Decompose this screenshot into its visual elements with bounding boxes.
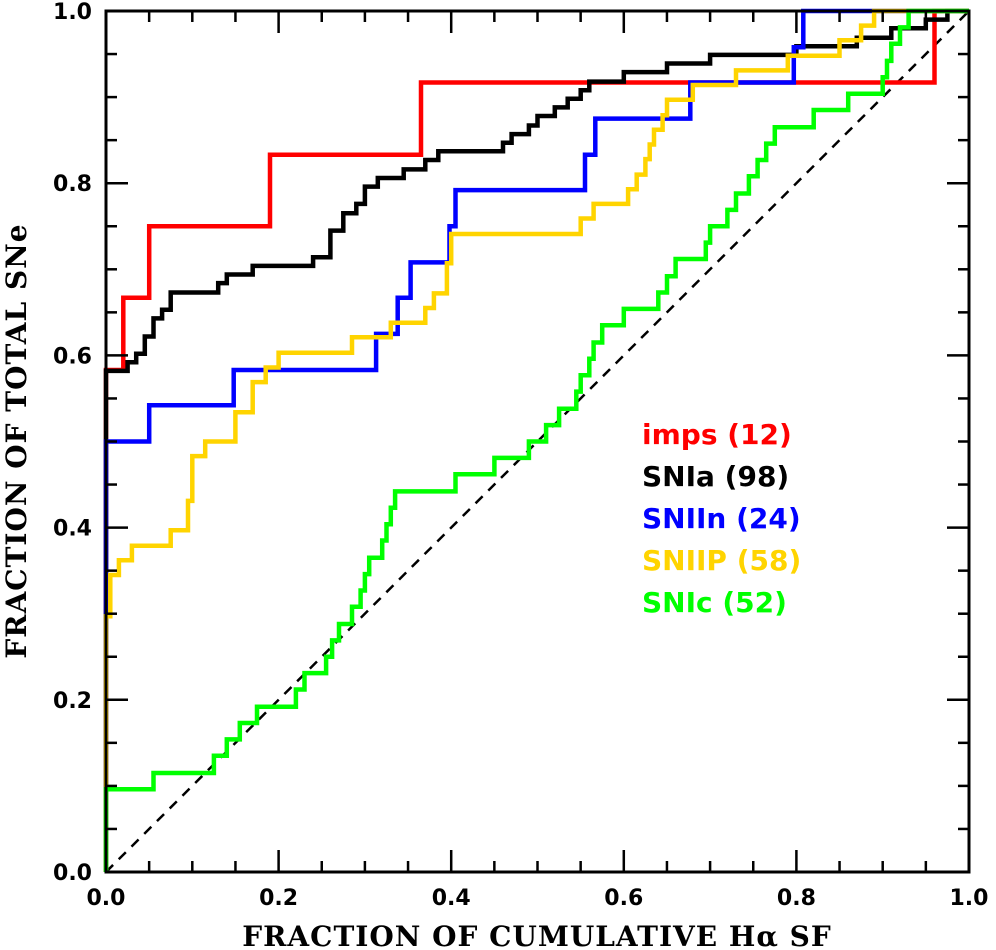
y-tick-label: 0.0 bbox=[53, 861, 92, 886]
x-tick-label: 0.2 bbox=[259, 886, 298, 911]
series-line-1 bbox=[103, 8, 969, 872]
reference-layer bbox=[105, 10, 970, 873]
y-tick-label: 0.4 bbox=[53, 517, 92, 542]
legend: imps (12) SNIa (98) SNIIn (24) SNIIP (58) SN… bbox=[642, 418, 801, 619]
y-tick-label: 0.6 bbox=[53, 344, 92, 369]
tick-labels-layer: 0.0 0.2 0.4 0.6 0.8 1.0 0.0 0.2 0.4 0.6 0.8 1.0 bbox=[53, 0, 988, 911]
reference-diagonal-line bbox=[105, 10, 970, 873]
y-axis-label: FRACTION OF TOTAL SNe bbox=[0, 223, 33, 658]
y-tick-label: 1.0 bbox=[53, 0, 92, 25]
legend-entry-4: SNIc (52) bbox=[642, 586, 787, 619]
y-tick-label: 0.2 bbox=[53, 689, 92, 714]
x-tick-label: 0.0 bbox=[87, 886, 126, 911]
x-tick-label: 0.4 bbox=[432, 886, 471, 911]
legend-entry-1: SNIa (98) bbox=[642, 460, 789, 493]
legend-entry-2: SNIIn (24) bbox=[642, 502, 801, 535]
series-line-3 bbox=[103, 8, 969, 872]
x-tick-label: 0.8 bbox=[777, 886, 816, 911]
series-layer bbox=[103, 8, 969, 872]
x-tick-label: 0.6 bbox=[604, 886, 643, 911]
legend-entry-0: imps (12) bbox=[642, 418, 792, 451]
y-tick-label: 0.8 bbox=[53, 172, 92, 197]
legend-entry-3: SNIIP (58) bbox=[642, 544, 801, 577]
x-axis-label: FRACTION OF CUMULATIVE Hα SF bbox=[242, 920, 831, 950]
ticks-layer bbox=[104, 9, 971, 874]
x-tick-label: 1.0 bbox=[950, 886, 989, 911]
series-line-4 bbox=[103, 8, 969, 872]
